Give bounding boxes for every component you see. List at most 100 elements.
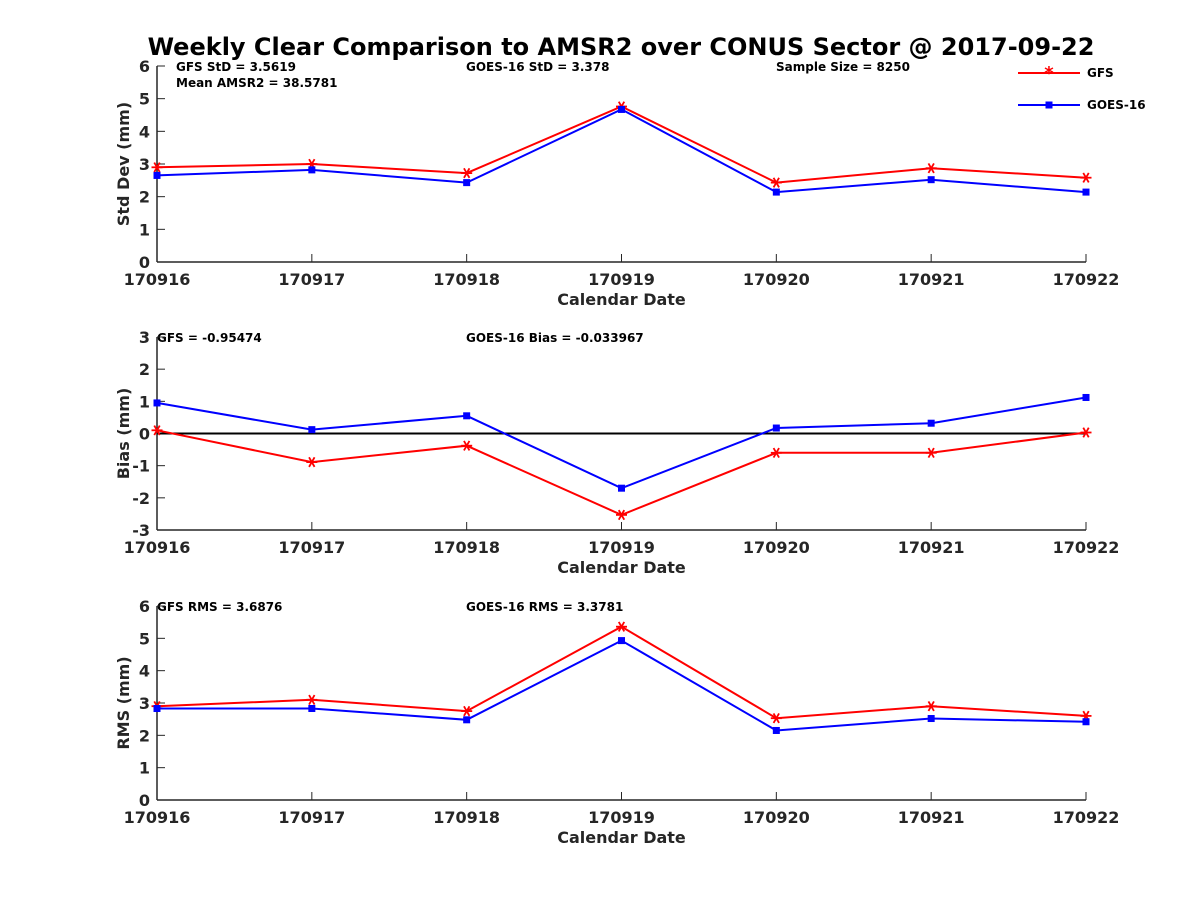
data-point-gfs bbox=[616, 509, 627, 521]
data-point-goes16 bbox=[153, 704, 161, 712]
annotation-goes16-bias: GOES-16 Bias = -0.033967 bbox=[466, 331, 644, 345]
y-tick-label: 0 bbox=[139, 791, 150, 810]
x-tick-label: 170917 bbox=[278, 538, 345, 557]
y-tick-label: 2 bbox=[139, 726, 150, 745]
series-line-goes16 bbox=[157, 639, 1087, 732]
data-point-gfs bbox=[1080, 427, 1092, 438]
annotation-mean-amsr2: Mean AMSR2 = 38.5781 bbox=[176, 76, 337, 90]
y-tick-label: 5 bbox=[139, 629, 150, 648]
annotation-gfs-std: GFS StD = 3.5619 bbox=[176, 60, 296, 74]
y-tick-label: -1 bbox=[132, 457, 150, 476]
rms-panel: GFS RMS = 3.6876 GOES-16 RMS = 3.3781 01… bbox=[114, 597, 1119, 847]
y-tick-label: 4 bbox=[139, 122, 150, 141]
annotation-goes16-std: GOES-16 StD = 3.378 bbox=[466, 60, 609, 74]
x-tick-label: 170919 bbox=[588, 808, 655, 827]
data-point-goes16 bbox=[308, 166, 316, 174]
legend-goes16-marker-icon bbox=[1045, 101, 1053, 109]
series-line-goes16 bbox=[156, 108, 1087, 194]
data-point-gfs bbox=[306, 694, 318, 706]
data-point-gfs bbox=[616, 621, 627, 632]
y-tick-label: 5 bbox=[139, 90, 150, 109]
legend-goes16-label: GOES-16 bbox=[1087, 98, 1146, 112]
series-line-gfs bbox=[156, 429, 1087, 516]
y-tick-label: 1 bbox=[139, 759, 150, 778]
y-tick-label: 0 bbox=[139, 253, 150, 272]
x-tick-label: 170921 bbox=[898, 538, 965, 557]
x-tick-label: 170917 bbox=[278, 808, 345, 827]
x-tick-label: 170916 bbox=[124, 808, 191, 827]
y-axis-label: RMS (mm) bbox=[114, 656, 133, 749]
data-point-gfs bbox=[770, 177, 782, 188]
data-point-gfs bbox=[461, 705, 473, 717]
legend: * GFS GOES-16 bbox=[1018, 63, 1146, 112]
x-tick-label: 170918 bbox=[433, 538, 500, 557]
y-tick-label: 6 bbox=[139, 57, 150, 76]
data-point-goes16 bbox=[618, 484, 625, 492]
data-point-goes16 bbox=[1082, 718, 1090, 726]
x-tick-label: 170919 bbox=[588, 270, 655, 289]
data-point-goes16 bbox=[153, 171, 161, 179]
data-point-gfs bbox=[306, 456, 318, 468]
data-point-goes16 bbox=[772, 424, 780, 432]
x-tick-label: 170921 bbox=[898, 808, 965, 827]
x-tick-label: 170920 bbox=[743, 270, 810, 289]
data-point-goes16 bbox=[618, 105, 625, 113]
x-tick-label: 170920 bbox=[743, 808, 810, 827]
x-tick-label: 170916 bbox=[124, 538, 191, 557]
chart-title: Weekly Clear Comparison to AMSR2 over CO… bbox=[148, 33, 1095, 61]
data-point-goes16 bbox=[463, 179, 471, 187]
y-axis-label: Bias (mm) bbox=[114, 388, 133, 480]
y-tick-label: 6 bbox=[139, 597, 150, 616]
data-point-goes16 bbox=[772, 188, 780, 196]
y-tick-label: 1 bbox=[139, 220, 150, 239]
x-tick-label: 170916 bbox=[124, 270, 191, 289]
data-point-goes16 bbox=[463, 716, 471, 724]
data-point-goes16 bbox=[1082, 188, 1090, 196]
data-point-gfs bbox=[925, 162, 937, 174]
data-point-goes16 bbox=[927, 176, 935, 184]
annotation-sample-size: Sample Size = 8250 bbox=[776, 60, 910, 74]
legend-gfs-marker-icon: * bbox=[1044, 63, 1054, 84]
data-point-gfs bbox=[770, 447, 782, 459]
annotation-gfs-bias: GFS = -0.95474 bbox=[157, 331, 262, 345]
data-point-gfs bbox=[770, 712, 782, 724]
series-line-goes16 bbox=[156, 396, 1087, 490]
data-point-gfs bbox=[925, 447, 937, 459]
data-point-goes16 bbox=[618, 637, 625, 645]
data-point-goes16 bbox=[927, 715, 935, 723]
y-tick-label: 3 bbox=[139, 328, 150, 347]
std-dev-panel: GFS StD = 3.5619 Mean AMSR2 = 38.5781 GO… bbox=[114, 57, 1119, 309]
y-tick-label: 2 bbox=[139, 188, 150, 207]
x-tick-label: 170921 bbox=[898, 270, 965, 289]
data-point-goes16 bbox=[153, 399, 161, 407]
x-tick-label: 170922 bbox=[1053, 808, 1120, 827]
x-tick-label: 170918 bbox=[433, 808, 500, 827]
y-tick-label: 4 bbox=[139, 662, 150, 681]
data-point-goes16 bbox=[463, 412, 471, 420]
x-tick-label: 170922 bbox=[1053, 538, 1120, 557]
data-point-gfs bbox=[925, 700, 937, 712]
data-point-goes16 bbox=[927, 419, 935, 427]
x-tick-label: 170918 bbox=[433, 270, 500, 289]
y-tick-label: 3 bbox=[139, 694, 150, 713]
data-point-gfs bbox=[461, 440, 473, 451]
y-tick-label: -3 bbox=[132, 521, 150, 540]
data-point-gfs bbox=[151, 425, 163, 436]
x-axis-label: Calendar Date bbox=[557, 828, 686, 847]
y-axis-label: Std Dev (mm) bbox=[114, 102, 133, 226]
x-axis-label: Calendar Date bbox=[557, 558, 686, 577]
y-tick-label: 1 bbox=[139, 392, 150, 411]
y-tick-label: 2 bbox=[139, 360, 150, 379]
annotation-gfs-rms: GFS RMS = 3.6876 bbox=[157, 600, 282, 614]
data-point-goes16 bbox=[772, 726, 780, 734]
y-tick-label: 0 bbox=[139, 425, 150, 444]
data-point-goes16 bbox=[1082, 393, 1090, 401]
data-point-goes16 bbox=[308, 704, 316, 712]
bias-panel: GFS = -0.95474 GOES-16 Bias = -0.033967 … bbox=[114, 328, 1119, 577]
data-point-goes16 bbox=[308, 426, 316, 434]
x-tick-label: 170922 bbox=[1053, 270, 1120, 289]
y-tick-label: -2 bbox=[132, 489, 150, 508]
data-point-gfs bbox=[461, 167, 473, 179]
x-axis-label: Calendar Date bbox=[557, 290, 686, 309]
